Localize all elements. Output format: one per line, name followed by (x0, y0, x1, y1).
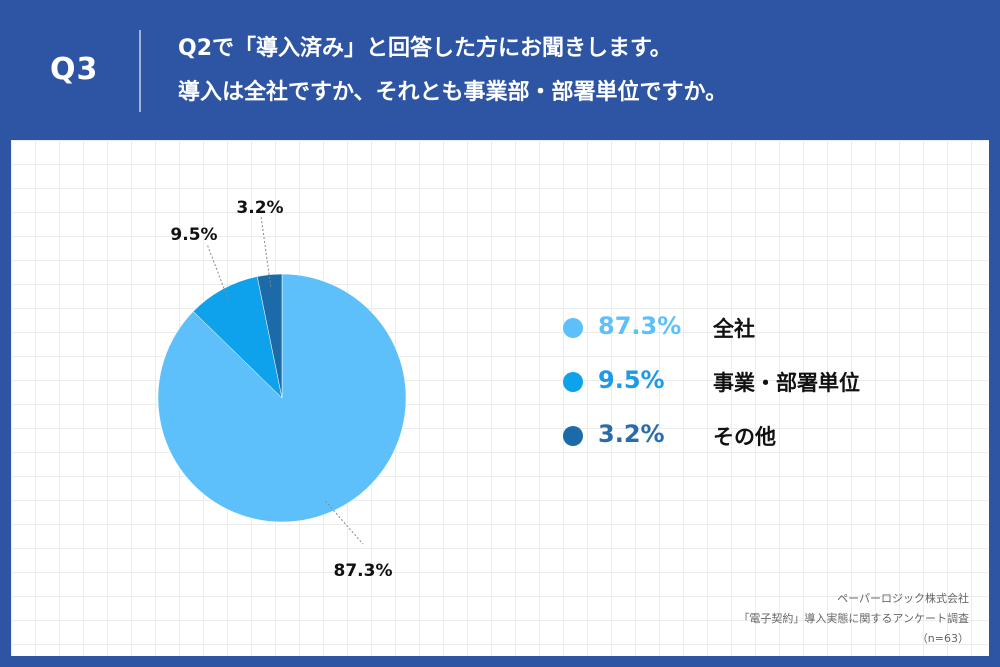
legend-dot-2 (563, 372, 583, 392)
legend-name-3: その他 (713, 425, 776, 449)
legend-item-jigyobu: 9.5% 事業・部署単位 (563, 364, 963, 418)
source-line-2: 「電子契約」導入実態に関するアンケート調査 (738, 612, 969, 625)
pie-data-label-2: 9.5% (170, 225, 217, 245)
legend-value-1: 87.3% (598, 312, 682, 340)
question-line-2: 導入は全社ですか、それとも事業部・部署単位ですか。 (178, 80, 728, 105)
legend: 87.3% 全社 9.5% 事業・部署単位 3.2% その他 (563, 310, 963, 472)
legend-value-2: 9.5% (598, 366, 665, 394)
legend-item-sonota: 3.2% その他 (563, 418, 963, 472)
legend-dot-3 (563, 426, 583, 446)
header: Q3 Q2で「導入済み」と回答した方にお聞きします。 導入は全社ですか、それとも… (0, 0, 1000, 138)
legend-dot-1 (563, 318, 583, 338)
source-note: ペーパーロジック株式会社 「電子契約」導入実態に関するアンケート調査 （n=63… (738, 589, 969, 649)
question-text: Q2で「導入済み」と回答した方にお聞きします。 導入は全社ですか、それとも事業部… (178, 27, 727, 115)
leader-line-1 (325, 500, 364, 545)
source-line-1: ペーパーロジック株式会社 (837, 592, 969, 605)
pie-data-label-1: 87.3% (334, 561, 393, 581)
legend-value-3: 3.2% (598, 420, 665, 448)
legend-item-zensha: 87.3% 全社 (563, 310, 963, 364)
pie-data-label-3: 3.2% (236, 198, 283, 218)
chart-panel: 87.3% 9.5% 3.2% 87.3% 全社 9.5% 事業・部署単位 3.2%… (11, 140, 989, 656)
source-line-3: （n=63） (916, 632, 969, 645)
pie-chart: 87.3% 9.5% 3.2% (157, 198, 407, 581)
question-line-1: Q2で「導入済み」と回答した方にお聞きします。 (178, 36, 672, 61)
legend-name-1: 全社 (713, 317, 755, 341)
header-divider (139, 30, 141, 112)
leader-line-2 (206, 243, 229, 300)
question-number: Q3 (50, 52, 99, 87)
legend-name-2: 事業・部署単位 (713, 371, 860, 395)
pie-slice-3 (256, 273, 283, 399)
